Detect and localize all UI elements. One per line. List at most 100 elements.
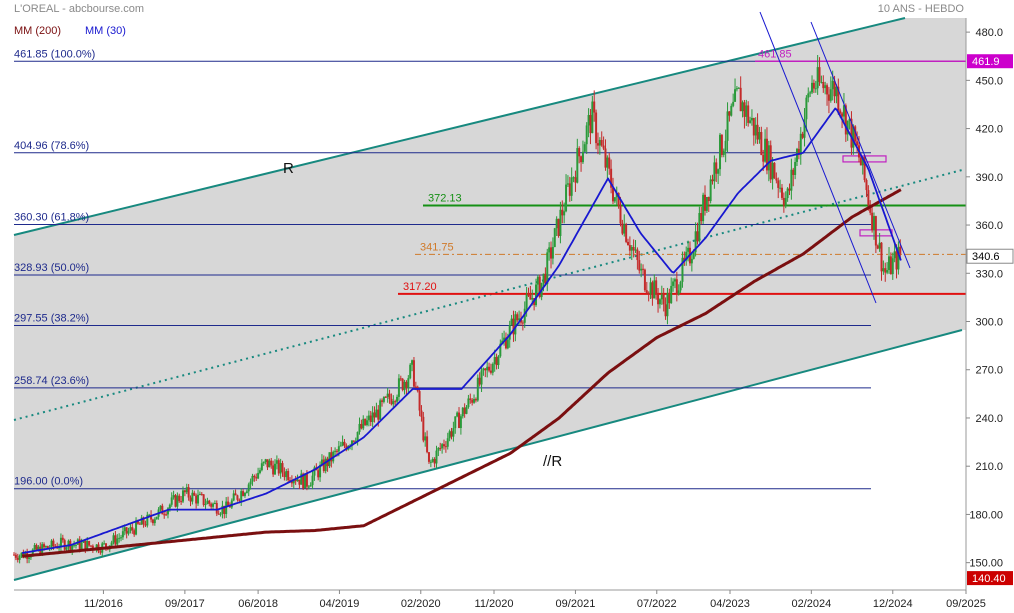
candle-body	[809, 92, 812, 94]
level-max-label: 461.85	[758, 48, 792, 60]
candle-body	[889, 256, 892, 275]
candle-body	[565, 184, 568, 212]
candle-body	[28, 557, 31, 559]
candle-body	[396, 396, 399, 402]
candle-body	[730, 105, 733, 116]
candle-body	[895, 251, 898, 270]
candle-body	[493, 357, 496, 364]
y-tick-label: 270.0	[975, 365, 1003, 377]
candle-body	[324, 458, 327, 472]
candle-body	[43, 544, 46, 548]
legend-mm200: MM (200)	[14, 25, 62, 37]
candle-body	[822, 82, 825, 89]
candle-body	[251, 475, 254, 482]
candle-body	[86, 541, 89, 551]
candle-body	[743, 102, 746, 117]
candle-body	[615, 193, 618, 198]
candle-body	[59, 537, 62, 548]
candle-body	[463, 407, 466, 414]
candle-body	[495, 357, 498, 366]
candle-body	[685, 251, 688, 261]
candle-body	[865, 180, 868, 191]
candle-body	[611, 187, 614, 202]
candle-body	[666, 292, 669, 317]
candle-body	[343, 441, 346, 446]
candle-body	[563, 211, 566, 216]
candle-body	[330, 452, 333, 462]
candle-body	[287, 471, 290, 481]
candle-body	[771, 162, 774, 180]
candle-body	[867, 190, 870, 206]
candle-body	[14, 554, 17, 558]
candle-body	[339, 445, 342, 447]
price-tag-max-bg	[967, 54, 1013, 69]
candle-body	[228, 505, 231, 508]
candle-body	[174, 495, 177, 507]
candle-body	[289, 480, 292, 482]
candle-body	[99, 551, 102, 553]
candle-body	[401, 378, 404, 391]
candle-body	[13, 554, 15, 556]
candle-body	[640, 268, 643, 271]
candle-body	[580, 156, 583, 163]
candle-body	[172, 495, 175, 498]
candle-body	[123, 527, 126, 532]
candle-body	[897, 246, 900, 270]
x-tick-label: 09/2021	[556, 598, 596, 610]
candle-body	[89, 545, 92, 547]
candle-body	[762, 155, 765, 162]
candle-body	[65, 547, 68, 550]
candle-body	[737, 87, 740, 89]
candle-body	[713, 162, 716, 182]
candle-body	[621, 223, 624, 234]
x-tick-label: 06/2018	[238, 598, 278, 610]
candle-body	[690, 258, 693, 264]
candle-body	[711, 179, 714, 182]
candle-body	[773, 162, 776, 179]
candle-body	[899, 246, 902, 254]
candle-body	[668, 292, 671, 304]
candle-body	[555, 218, 558, 229]
candle-body	[728, 111, 731, 116]
chart-title: L'OREAL - abcbourse.com	[14, 3, 145, 15]
channel-lower-line	[13, 329, 963, 581]
candle-body	[245, 491, 248, 493]
candle-body	[651, 282, 654, 299]
candle-body	[283, 472, 286, 478]
candle-body	[409, 364, 412, 379]
candle-body	[405, 381, 408, 389]
candle-body	[516, 314, 519, 321]
candle-body	[418, 391, 421, 411]
candle-body	[559, 209, 562, 236]
candle-body	[71, 544, 74, 551]
candle-body	[484, 368, 487, 371]
candle-body	[829, 89, 832, 101]
candle-body	[745, 105, 748, 117]
candle-body	[888, 256, 891, 271]
candle-body	[717, 169, 720, 174]
candle-body	[531, 298, 534, 300]
candle-body	[749, 120, 752, 123]
candle-body	[176, 495, 179, 507]
candle-body	[848, 118, 851, 121]
candle-body	[476, 377, 479, 401]
candle-body	[341, 441, 344, 446]
candle-body	[268, 460, 271, 468]
y-tick-label: 390.0	[975, 172, 1003, 184]
candle-body	[210, 503, 213, 507]
candle-body	[754, 124, 757, 136]
candle-body	[660, 294, 663, 300]
candle-body	[658, 299, 661, 305]
candle-body	[212, 503, 215, 507]
fib-level-label: 297.55 (38.2%)	[14, 312, 89, 324]
candle-body	[281, 463, 284, 473]
candle-body	[379, 400, 382, 420]
candle-body	[373, 412, 376, 418]
candle-body	[482, 368, 485, 371]
candle-body	[448, 431, 451, 439]
candle-body	[869, 205, 872, 213]
candle-body	[221, 505, 224, 514]
candle-body	[450, 431, 453, 437]
candle-body	[258, 470, 261, 473]
candle-body	[700, 213, 703, 222]
